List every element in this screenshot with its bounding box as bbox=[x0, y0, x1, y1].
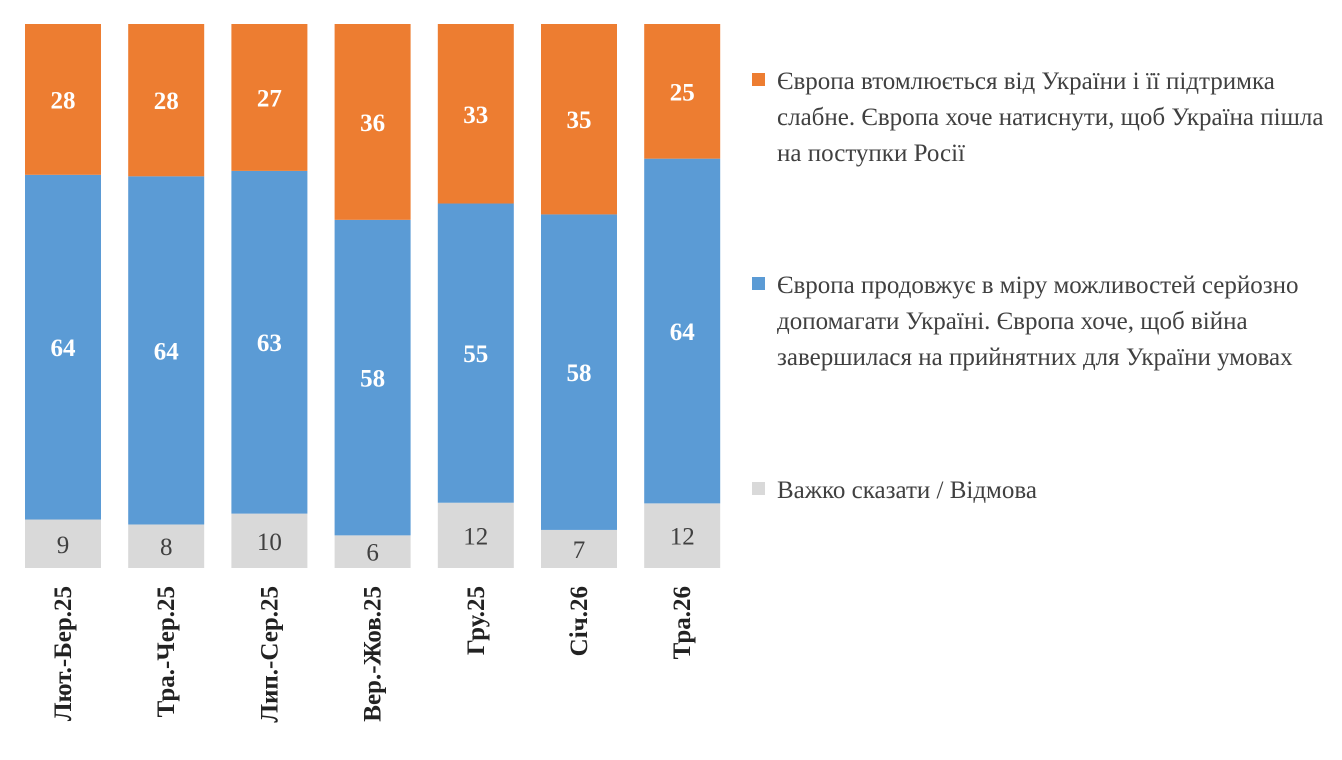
data-label-1-3: 58 bbox=[360, 366, 385, 393]
legend-item-hard-to-say: Важко сказати / Відмова bbox=[752, 473, 1332, 509]
data-label-0-2: 10 bbox=[257, 529, 282, 556]
data-label-2-4: 33 bbox=[463, 102, 488, 129]
category-label-1: Тра.-Чер.25 bbox=[153, 586, 180, 717]
bar-segment-2-0 bbox=[25, 24, 101, 175]
bar-segment-0-1 bbox=[128, 524, 205, 568]
data-label-0-3: 6 bbox=[366, 540, 379, 567]
bar-segment-1-3 bbox=[334, 219, 411, 536]
bar-segment-2-3 bbox=[334, 24, 411, 220]
data-label-1-5: 58 bbox=[567, 360, 592, 387]
bar-segment-0-4 bbox=[437, 502, 514, 568]
bar-segment-1-0 bbox=[25, 174, 101, 520]
category-label-0: Лют.-Бер.25 bbox=[50, 586, 77, 721]
data-label-1-0: 64 bbox=[51, 335, 77, 362]
data-label-2-6: 25 bbox=[670, 79, 695, 106]
category-label-2: Лип.-Сер.25 bbox=[256, 586, 283, 723]
legend-swatch-blue bbox=[752, 277, 765, 290]
bar-segment-0-2 bbox=[231, 513, 308, 568]
bar-segment-2-2 bbox=[231, 24, 308, 171]
data-label-0-6: 12 bbox=[670, 524, 695, 551]
category-label-6: Тра.26 bbox=[669, 586, 696, 659]
bar-segment-0-0 bbox=[25, 519, 101, 568]
data-label-2-2: 27 bbox=[257, 85, 282, 112]
bar-segment-0-6 bbox=[644, 503, 721, 568]
data-label-1-2: 63 bbox=[257, 330, 282, 357]
legend-label-hard-to-say: Важко сказати / Відмова bbox=[777, 477, 1037, 504]
data-label-2-5: 35 bbox=[567, 107, 592, 134]
bar-segment-0-3 bbox=[334, 535, 411, 568]
category-label-5: Січ.26 bbox=[566, 586, 593, 656]
legend-label-europe-tired: Європа втомлюється від України і її підт… bbox=[777, 68, 1324, 167]
bar-segment-1-1 bbox=[128, 176, 205, 525]
bar-segment-0-5 bbox=[541, 529, 617, 568]
bar-segment-2-6 bbox=[644, 24, 721, 159]
bar-segment-2-1 bbox=[128, 24, 205, 177]
bar-segment-1-5 bbox=[541, 214, 617, 530]
bar-segment-1-6 bbox=[644, 158, 721, 504]
data-label-2-1: 28 bbox=[154, 88, 179, 115]
data-label-0-4: 12 bbox=[463, 523, 488, 550]
data-label-2-0: 28 bbox=[51, 87, 76, 114]
category-label-3: Вер.-Жов.25 bbox=[360, 586, 387, 722]
data-label-2-3: 36 bbox=[360, 110, 385, 137]
bar-segment-2-5 bbox=[541, 24, 617, 215]
bar-segment-1-4 bbox=[437, 203, 514, 503]
legend-item-europe-helps: Європа продовжує в міру можливостей серй… bbox=[752, 268, 1332, 376]
data-label-0-0: 9 bbox=[57, 532, 70, 559]
data-label-1-1: 64 bbox=[154, 338, 180, 365]
data-label-0-5: 7 bbox=[573, 537, 586, 564]
category-label-4: Гру.25 bbox=[463, 586, 490, 655]
legend-swatch-gray bbox=[752, 482, 765, 495]
bar-segment-2-4 bbox=[437, 24, 514, 204]
data-label-1-4: 55 bbox=[463, 341, 488, 368]
legend-label-europe-helps: Європа продовжує в міру можливостей серй… bbox=[777, 272, 1299, 371]
data-label-0-1: 8 bbox=[160, 534, 173, 561]
bar-segment-1-2 bbox=[231, 170, 308, 514]
stacked-bar-chart: 9 64 28 Лют.-Бер.25 8 64 28 Тра.-Чер.25 10 63 27 Ли… bbox=[25, 24, 721, 723]
legend-item-europe-tired: Європа втомлюється від України і її підт… bbox=[752, 64, 1332, 172]
legend-swatch-orange bbox=[752, 73, 765, 86]
data-label-1-6: 64 bbox=[670, 319, 696, 346]
